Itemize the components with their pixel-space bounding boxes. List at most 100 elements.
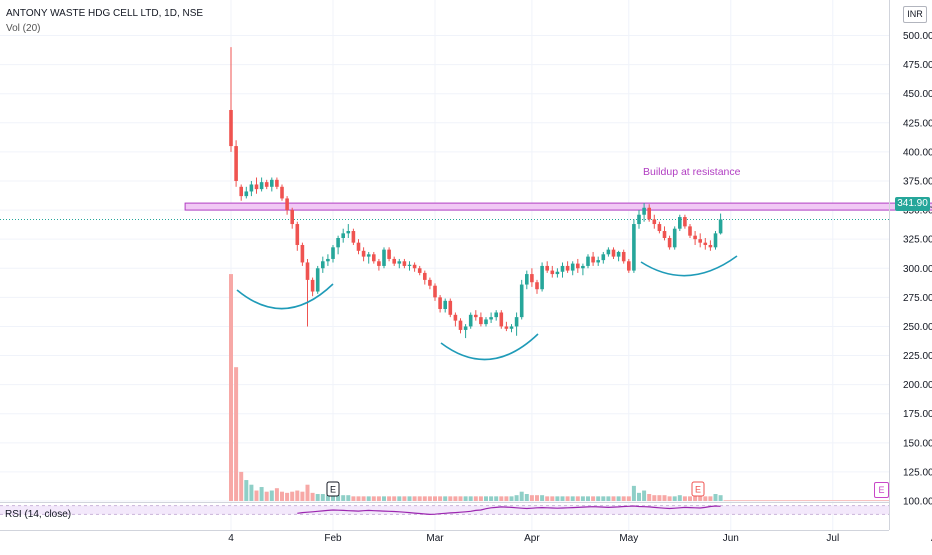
candle bbox=[545, 261, 549, 273]
volume-bar bbox=[438, 496, 443, 501]
candle bbox=[627, 258, 631, 273]
volume-bar bbox=[387, 496, 392, 501]
candle bbox=[326, 254, 330, 266]
price-tick-label: 100.00 bbox=[903, 497, 932, 508]
volume-bar bbox=[310, 492, 315, 501]
rsi-line bbox=[297, 505, 721, 516]
volume-bar bbox=[290, 491, 295, 501]
candle bbox=[412, 262, 417, 272]
volume-bar bbox=[402, 496, 407, 501]
candle bbox=[468, 312, 473, 329]
volume-bar bbox=[586, 496, 590, 501]
price-tick-label: 375.00 bbox=[903, 176, 932, 187]
earnings-marker-jun[interactable]: E bbox=[691, 481, 705, 497]
candle bbox=[453, 312, 458, 327]
volume-bar bbox=[631, 485, 636, 501]
candle bbox=[366, 251, 371, 264]
candle-body bbox=[463, 326, 468, 330]
candle-body bbox=[326, 258, 330, 262]
candle bbox=[479, 312, 483, 327]
candle bbox=[305, 258, 310, 327]
volume-bar bbox=[448, 496, 453, 501]
volume-bar bbox=[351, 496, 356, 501]
candle bbox=[239, 184, 243, 201]
candle-body bbox=[504, 326, 509, 329]
candle bbox=[576, 258, 580, 273]
candle-body bbox=[433, 285, 437, 298]
candle-body bbox=[361, 250, 366, 257]
candle-body bbox=[474, 314, 478, 318]
volume-bar bbox=[443, 496, 448, 501]
candle bbox=[591, 251, 595, 266]
candle bbox=[387, 247, 391, 262]
candle bbox=[642, 203, 646, 222]
volume-bar bbox=[285, 492, 290, 501]
volume-bar bbox=[535, 495, 539, 501]
volume-bar bbox=[708, 496, 713, 501]
volume-bar bbox=[264, 491, 269, 501]
volume-bar bbox=[274, 488, 279, 501]
volume-bar bbox=[356, 496, 361, 501]
candle bbox=[703, 238, 708, 250]
candle-body bbox=[713, 233, 718, 248]
candle bbox=[249, 180, 254, 197]
candle-body bbox=[443, 300, 447, 309]
volume-bar bbox=[509, 496, 514, 501]
currency-button[interactable]: INR bbox=[903, 6, 927, 23]
candle-body bbox=[718, 219, 723, 234]
volume-bar bbox=[239, 471, 244, 501]
earnings-marker-feb[interactable]: E bbox=[326, 481, 340, 497]
candle-body bbox=[550, 270, 555, 275]
candle bbox=[504, 321, 509, 332]
volume-bar bbox=[254, 490, 259, 501]
candle bbox=[234, 140, 238, 187]
candle bbox=[713, 231, 718, 250]
candle bbox=[525, 270, 529, 290]
candle-body bbox=[570, 263, 575, 271]
candle bbox=[474, 310, 478, 321]
volume-bar bbox=[468, 496, 473, 501]
annotation-text: Buildup at resistance bbox=[643, 166, 741, 178]
time-tick-label: Jun bbox=[723, 533, 739, 544]
candle bbox=[346, 224, 351, 239]
volume-bar bbox=[397, 496, 402, 501]
earnings-marker-box bbox=[326, 481, 340, 497]
candle bbox=[397, 258, 402, 269]
candle bbox=[321, 256, 325, 273]
volume-bar bbox=[616, 496, 621, 501]
candle-body bbox=[428, 279, 432, 286]
candle-body bbox=[509, 326, 514, 329]
candle-body bbox=[530, 274, 534, 283]
price-tick-label: 475.00 bbox=[903, 60, 932, 71]
candle-body bbox=[484, 319, 488, 325]
candle bbox=[341, 228, 345, 243]
candle-body bbox=[616, 251, 621, 257]
candle bbox=[280, 184, 284, 201]
volume-bar bbox=[637, 492, 641, 501]
candle-body bbox=[423, 272, 427, 280]
earnings-marker-right[interactable]: E bbox=[874, 482, 889, 498]
candle bbox=[433, 283, 437, 301]
candle-body bbox=[346, 231, 351, 234]
candle bbox=[494, 310, 498, 321]
candle-body bbox=[412, 264, 417, 269]
volume-bar bbox=[489, 496, 494, 501]
candle-body bbox=[657, 224, 662, 232]
volume-bar bbox=[417, 496, 422, 501]
volume-bar bbox=[565, 496, 570, 501]
price-tick-label: 125.00 bbox=[903, 467, 932, 478]
volume-bar bbox=[570, 496, 575, 501]
candle-body bbox=[366, 254, 371, 257]
candle-body bbox=[229, 109, 233, 147]
candle bbox=[667, 235, 672, 250]
candle-body bbox=[601, 254, 606, 261]
volume-bar bbox=[259, 487, 264, 501]
time-tick-label: May bbox=[619, 533, 638, 544]
candle bbox=[270, 177, 274, 192]
candle bbox=[560, 262, 565, 278]
volume-bar bbox=[331, 495, 335, 501]
candle bbox=[509, 324, 514, 333]
